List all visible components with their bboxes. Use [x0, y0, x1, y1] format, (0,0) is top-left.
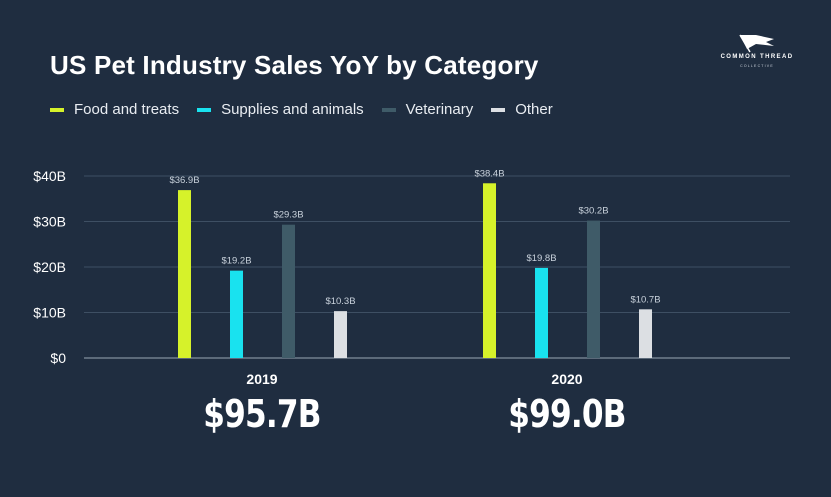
bar: [483, 183, 496, 358]
y-tick-label: $0: [50, 350, 66, 366]
y-tick-label: $30B: [33, 214, 66, 230]
total-2019: $95.7B: [203, 392, 321, 436]
data-label: $19.8B: [526, 253, 556, 264]
data-label: $38.4B: [474, 168, 504, 179]
legend-label: Supplies and animals: [221, 101, 364, 118]
legend-label: Other: [515, 101, 553, 118]
data-label: $36.9B: [169, 175, 199, 186]
chart-title: US Pet Industry Sales YoY by Category: [50, 50, 539, 80]
legend-swatch: [197, 107, 212, 112]
company-logo: COMMON THREAD COLLECTIVE: [712, 32, 802, 74]
y-tick-label: $20B: [33, 259, 66, 275]
total-2020: $99.0B: [508, 392, 626, 436]
data-label: $30.2B: [578, 206, 608, 217]
flag-icon: [739, 34, 774, 53]
legend-label: Food and treats: [74, 101, 180, 118]
legend-item-veterinary: Veterinary: [381, 101, 474, 118]
legend-swatch: [491, 107, 506, 112]
y-tick-label: $10B: [33, 305, 66, 321]
bar: [230, 270, 243, 358]
data-label: $10.7B: [630, 294, 660, 305]
x-category-label: 2020: [551, 371, 582, 387]
bar: [178, 190, 191, 358]
logo-subtitle: COLLECTIVE: [740, 64, 774, 68]
legend-swatch: [381, 107, 396, 112]
legend-item-food: Food and treats: [50, 101, 179, 118]
bar: [334, 311, 347, 358]
data-label: $10.3B: [325, 296, 355, 307]
chart-legend: Food and treats Supplies and animals Vet…: [50, 101, 571, 118]
legend-item-supplies: Supplies and animals: [197, 101, 364, 118]
data-label: $19.2B: [221, 256, 251, 267]
y-tick-label: $40B: [33, 168, 66, 184]
legend-item-other: Other: [491, 101, 553, 118]
legend-label: Veterinary: [405, 101, 474, 118]
logo-name: COMMON THREAD: [720, 54, 794, 60]
legend-swatch: [50, 107, 64, 112]
bar: [587, 220, 600, 358]
bar: [535, 267, 548, 358]
bar: [639, 309, 652, 358]
x-category-label: 2019: [246, 371, 277, 387]
bar: [282, 224, 295, 358]
data-label: $29.3B: [273, 210, 303, 221]
